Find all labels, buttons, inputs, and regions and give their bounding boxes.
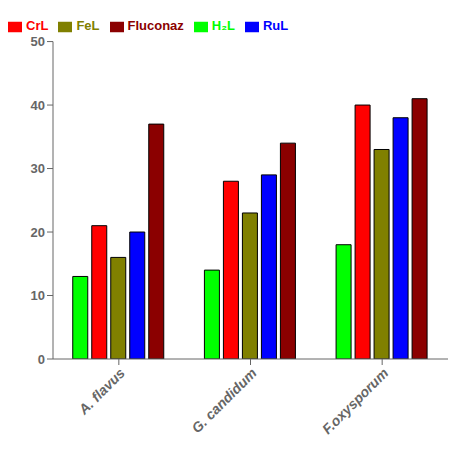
html-text:RuL: RuL [263,18,289,33]
html-text:CrL: CrL [26,18,49,33]
svg-text:20: 20 [31,225,45,240]
html-text:Fluconaz: Fluconaz [127,18,184,33]
svg-text:30: 30 [31,161,45,176]
svg-text:G. candidum: G. candidum [188,365,259,436]
svg-text:A. flavus: A. flavus [75,365,128,418]
svg-text:10: 10 [31,288,45,303]
html-text:FeL: FeL [76,18,100,33]
svg-text:F.oxysporum: F.oxysporum [319,365,391,437]
svg-text:50: 50 [31,34,45,49]
html-text:H₂L: H₂L [211,18,235,33]
svg-text:0: 0 [38,352,45,367]
svg-text:40: 40 [31,98,45,113]
